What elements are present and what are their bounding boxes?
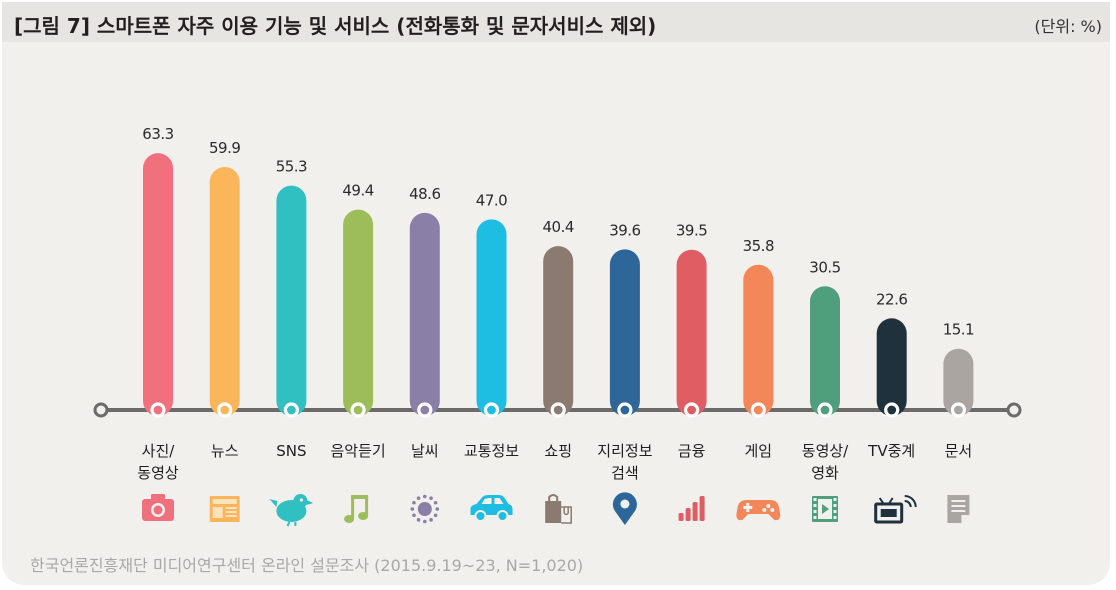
category-label: 쇼핑 <box>544 442 572 460</box>
value-label: 35.8 <box>743 237 774 255</box>
category-label: 동영상/ <box>802 442 849 460</box>
value-label: 39.5 <box>676 222 707 240</box>
category-label: 금융 <box>678 442 706 460</box>
value-label: 30.5 <box>809 258 840 276</box>
category-label: 교통정보 <box>464 442 519 460</box>
value-label: 47.0 <box>476 191 507 209</box>
value-label: 15.1 <box>943 321 974 339</box>
value-label: 49.4 <box>342 182 373 200</box>
bar-base-marker <box>817 402 833 418</box>
bar-base-marker <box>350 402 366 418</box>
bar-base-marker <box>950 402 967 418</box>
sun-icon <box>410 494 440 524</box>
camera-icon <box>142 494 174 521</box>
category-label: SNS <box>276 442 306 460</box>
value-label: 39.6 <box>609 221 640 239</box>
document-icon <box>947 495 970 523</box>
value-label: 59.9 <box>209 139 240 157</box>
value-label: 55.3 <box>276 158 307 176</box>
bar <box>476 219 507 416</box>
category-label: 뉴스 <box>211 442 239 460</box>
axis-end-left <box>93 402 109 418</box>
bar <box>743 264 774 416</box>
bar-base-marker <box>283 402 299 418</box>
film-icon <box>812 496 838 522</box>
bar <box>209 166 240 416</box>
bar-base-marker <box>150 402 166 418</box>
value-label: 63.3 <box>142 125 173 143</box>
axis-end-right <box>1006 402 1022 418</box>
bar-base-marker <box>683 402 700 418</box>
gamepad-icon <box>736 500 781 521</box>
bar-base-marker <box>617 402 633 418</box>
bar <box>609 249 640 416</box>
value-label: 40.4 <box>542 218 573 236</box>
bar-base-marker <box>550 402 566 418</box>
bar <box>143 153 173 416</box>
shopping-bag-icon <box>545 494 572 524</box>
signal-bars-icon <box>678 496 705 521</box>
bird-icon <box>269 494 314 527</box>
category-label: 동영상 <box>137 464 179 482</box>
title-bar: [그림 7] 스마트폰 자주 이용 기능 및 서비스 (전화통화 및 문자서비스… <box>2 2 1110 42</box>
chart-title: [그림 7] 스마트폰 자주 이용 기능 및 서비스 (전화통화 및 문자서비스… <box>14 14 657 38</box>
newspaper-icon <box>209 496 240 522</box>
bar <box>876 318 907 416</box>
tv-icon <box>874 495 917 524</box>
bar-base-marker <box>417 402 433 418</box>
value-label: 48.6 <box>409 185 440 203</box>
bar <box>676 249 707 416</box>
car-icon <box>470 495 513 522</box>
category-label: 음악듣기 <box>330 442 385 460</box>
category-label: 영화 <box>811 464 839 482</box>
bar <box>810 286 840 416</box>
category-label: 검색 <box>611 464 639 482</box>
bar <box>943 348 974 416</box>
bar <box>343 209 374 416</box>
bar-base-marker <box>483 402 500 418</box>
source-note: 한국언론진흥재단 미디어연구센터 온라인 설문조사 (2015.9.19~23,… <box>30 556 584 575</box>
category-label: 사진/ <box>142 442 176 460</box>
bar <box>409 212 440 416</box>
category-label: TV중계 <box>867 442 915 460</box>
value-label: 22.6 <box>876 290 907 308</box>
music-note-icon <box>344 495 369 523</box>
category-label: 지리정보 <box>597 442 652 460</box>
bar <box>543 246 574 416</box>
bar-base-marker <box>884 402 900 418</box>
bar-base-marker <box>750 402 766 418</box>
category-label: 게임 <box>744 442 772 460</box>
bar-base-marker <box>217 402 233 418</box>
category-label: 날씨 <box>411 442 439 460</box>
map-pin-icon <box>612 492 637 525</box>
unit-label: (단위: %) <box>1034 17 1102 36</box>
bar <box>276 185 307 416</box>
category-label: 문서 <box>945 442 973 460</box>
